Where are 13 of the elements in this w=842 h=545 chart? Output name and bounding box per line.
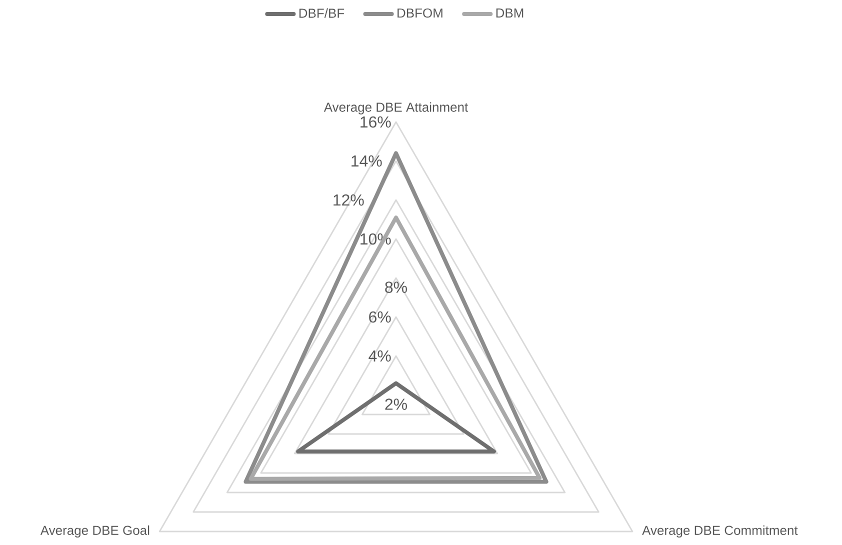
y-tick-label: 14% bbox=[352, 155, 382, 167]
y-tick-label: 8% bbox=[385, 282, 407, 293]
spoke-label: Average DBE Attainment bbox=[324, 102, 468, 114]
y-tick-label: 12% bbox=[334, 194, 364, 206]
y-tick-label: 6% bbox=[369, 311, 391, 323]
y-tick-label: 16% bbox=[360, 116, 391, 128]
spoke-label: Average DBE Goal bbox=[40, 525, 150, 538]
y-tick-label: 2% bbox=[385, 398, 407, 410]
legend-label: DBFOM bbox=[398, 8, 442, 18]
legend-label: DBM bbox=[496, 8, 524, 18]
legend-label: DBF/BF bbox=[299, 8, 344, 18]
spoke-label: Average DBE Commitment bbox=[642, 525, 798, 538]
y-tick-label: 4% bbox=[368, 350, 391, 362]
